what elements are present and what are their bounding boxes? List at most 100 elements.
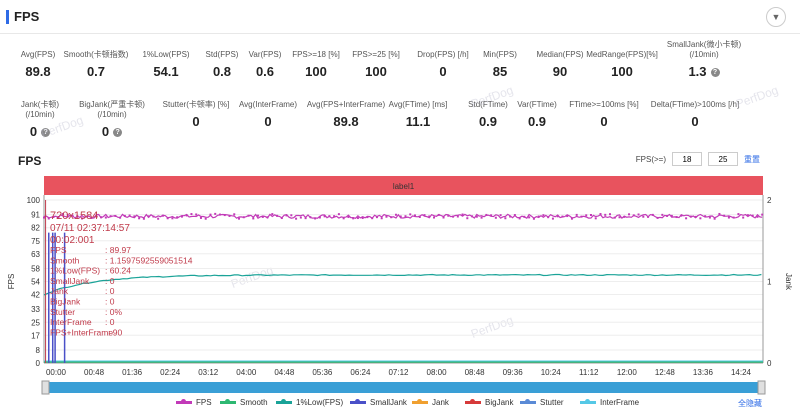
x-tick-label: 11:12 [579,368,599,377]
legend-item[interactable]: InterFrame [580,398,639,407]
stat-value: 100 [305,64,327,79]
fps-point [214,212,217,215]
fps-point [109,215,112,218]
scroll-handle-left[interactable] [41,380,50,395]
scroll-handle-right[interactable] [757,380,766,395]
fps-point [147,215,150,218]
stat-stats_row2-4: Avg(FPS+InterFrame) 89.8 [301,100,391,129]
fps-point [314,217,317,220]
x-tick-label: 03:12 [198,368,219,377]
legend-item[interactable]: 1%Low(FPS) [276,398,343,407]
y-tick-label: 54 [31,278,40,287]
fps-point [261,215,264,218]
x-tick-label: 00:48 [84,368,105,377]
stat-value: 0.9 [527,114,547,129]
fps-point [756,215,759,218]
tooltip-value: : 0% [105,307,122,317]
legend-label: Stutter [540,398,564,407]
fps-point [328,215,331,218]
y-tick-label: 91 [31,211,40,220]
fps-point [85,215,88,218]
fps-point [518,217,521,220]
stat-stats_row1-0: Avg(FPS) 89.8 [0,50,83,79]
stat-value: 11.1 [405,114,431,129]
fps-point [466,217,469,220]
x-tick-label: 00:00 [46,368,67,377]
info-icon[interactable]: ? [113,128,123,138]
fps-point [290,214,293,217]
fps-point [247,214,250,217]
reset-button[interactable]: 重置 [744,154,760,164]
tooltip-value: : 60.24 [105,266,131,276]
stat-stats_row1-1: Smooth(卡顿指数) 0.7 [51,50,141,79]
fps-point [71,214,74,217]
stat-value: 0 [192,114,200,129]
legend-item[interactable]: BigJank [465,398,513,407]
fps-point [195,213,198,216]
legend-item[interactable]: Stutter [520,398,564,407]
chevron-down-icon[interactable]: ▼ [766,7,786,27]
legend-label: FPS [196,398,212,407]
stat-value: 85 [492,64,508,79]
fps-point [452,215,455,218]
stat-value: 0.7 [86,64,106,79]
threshold-input-1[interactable] [672,152,702,166]
fps-point [228,214,231,217]
fps-point [218,213,221,216]
y-tick-label: 75 [31,237,40,246]
stat-stats_row2-3: Avg(InterFrame) 0 [223,100,313,129]
legend-item[interactable]: Jank [412,398,449,407]
fps-point [609,213,612,216]
fps-point [204,217,207,220]
fps-point [123,214,126,217]
stat-label-unit: (/10min) [689,50,719,59]
stat-label: FPS>=25 [%] [352,50,400,59]
fps-point [176,216,179,219]
x-tick-label: 08:48 [465,368,486,377]
info-icon[interactable]: ? [710,68,720,78]
stat-stats_row2-7: Var(FTime) 0.9 [492,100,582,129]
fps-point [761,213,764,216]
fps-point [76,215,79,218]
tooltip-resolution: 720x1584 [50,210,98,222]
fps-point [142,217,145,220]
fps-point [680,214,683,217]
fps-point [185,214,188,217]
legend-item[interactable]: FPS [176,398,212,407]
stat-stats_row2-1: BigJank(严重卡顿) (/10min) 0? [67,100,157,139]
fps-point [375,216,378,219]
fps-point [119,216,122,219]
tooltip-key: InterFrame [50,317,92,327]
fps-point [81,217,84,220]
fps-point [509,215,512,218]
fps-point [133,215,136,218]
fps-point [152,215,155,218]
fps-point [66,213,69,216]
fps-point [490,214,493,217]
info-icon[interactable]: ? [41,128,51,138]
fps-point [62,212,65,215]
fps-point [475,215,478,218]
threshold-input-2[interactable] [708,152,738,166]
stat-stats_row2-9: Delta(FTime)>100ms [/h] 0 [650,100,740,129]
fps-point [656,216,659,219]
x-tick-label: 05:36 [312,368,333,377]
legend-item[interactable]: SmallJank [350,398,407,407]
fps-point [499,214,502,217]
stat-stats_row1-4: Var(FPS) 0.6 [220,50,310,79]
stat-stats_row2-6: Std(FTime) 0.9 [443,100,533,129]
stat-label: SmallJank(微小卡顿) [666,40,742,49]
fps-point [694,215,697,218]
fps-point [632,214,635,217]
fps-point [718,212,721,215]
x-tick-label: 07:12 [388,368,409,377]
legend-item[interactable]: Smooth [220,398,268,407]
fps-point [727,216,730,219]
fps-point [404,215,407,218]
hide-all-button[interactable]: 全隐藏 [738,399,762,408]
fps-point [390,216,393,219]
fps-point [666,214,669,217]
stat-label: Avg(InterFrame) [238,100,298,109]
fps-point [737,213,740,216]
